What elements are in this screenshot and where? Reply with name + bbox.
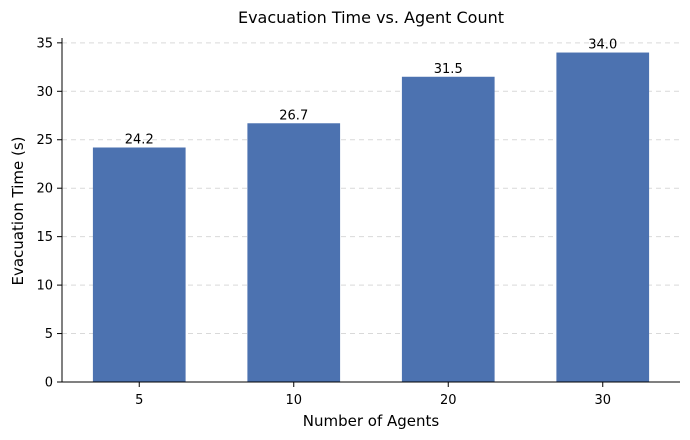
bar-value-label: 34.0: [588, 38, 617, 53]
y-tick-label: 35: [36, 36, 53, 51]
x-tick-label: 10: [285, 393, 302, 408]
bar: [92, 147, 186, 382]
y-tick-label: 5: [45, 327, 53, 342]
bar-value-label: 31.5: [434, 62, 463, 77]
bars: [92, 52, 650, 383]
bar: [401, 76, 495, 383]
y-tick-label: 15: [36, 230, 53, 245]
bar-value-label: 26.7: [279, 108, 308, 123]
x-tick-label: 30: [594, 393, 611, 408]
bar: [556, 52, 650, 382]
y-tick-label: 20: [36, 182, 53, 197]
bar-value-label: 24.2: [125, 132, 154, 147]
axes: 0 5 10 15 20 25 30 35 5 10 20 30: [36, 36, 680, 408]
x-axis-title: Number of Agents: [303, 412, 440, 430]
y-tick-label: 0: [45, 376, 53, 391]
data-labels: 24.2 26.7 31.5 34.0: [125, 38, 617, 148]
x-tick-label: 20: [440, 393, 457, 408]
x-tick-label: 5: [135, 393, 143, 408]
y-tick-label: 10: [36, 279, 53, 294]
y-tick-label: 30: [36, 85, 53, 100]
chart-title: Evacuation Time vs. Agent Count: [238, 8, 504, 27]
y-tick-label: 25: [36, 133, 53, 148]
y-axis-title: Evacuation Time (s): [9, 137, 27, 286]
bar: [247, 123, 341, 382]
